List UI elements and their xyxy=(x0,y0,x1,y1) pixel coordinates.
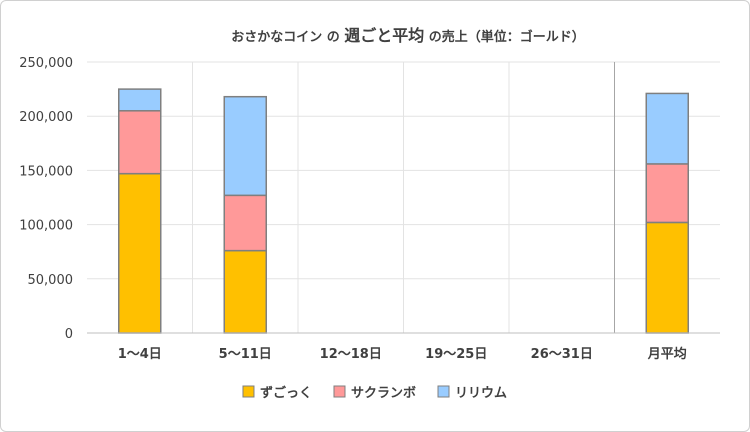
chart-title-prefix: おさかなコイン の xyxy=(231,30,344,45)
y-tick-label: 150,000 xyxy=(19,164,73,179)
chart-title-emphasis: 週ごと平均 xyxy=(344,26,424,45)
bar-segment-series-3 xyxy=(223,95,267,197)
y-tick-label: 0 xyxy=(65,327,73,342)
legend-swatch-series-1 xyxy=(242,385,255,398)
x-tick-label: 19～25日 xyxy=(425,347,487,362)
bar-segment-series-3 xyxy=(118,88,162,112)
y-tick-label: 50,000 xyxy=(28,273,74,288)
bar-segment-series-2 xyxy=(223,194,267,252)
axes: 0 50,000 100,000 150,000 200,000 250,000 1～4日 5… xyxy=(19,56,720,362)
x-tick-label: 1～4日 xyxy=(118,347,162,362)
legend-swatch-series-2 xyxy=(333,385,346,398)
y-tick-label: 200,000 xyxy=(19,110,73,125)
bar-segment-series-2 xyxy=(645,163,689,224)
chart-title: おさかなコイン の 週ごと平均 の売上（単位：ゴールド） xyxy=(231,26,585,45)
x-tick-label: 月平均 xyxy=(647,346,687,362)
bars xyxy=(118,88,689,334)
legend-label: サクランボ xyxy=(351,385,416,401)
legend: ずごっく サクランボ リリウム xyxy=(242,385,507,401)
bar-segment-series-1 xyxy=(223,249,267,334)
y-tick-label: 250,000 xyxy=(19,56,73,71)
bar-segment-series-3 xyxy=(645,92,689,165)
legend-label: ずごっく xyxy=(260,385,312,401)
x-tick-label: 12～18日 xyxy=(320,347,382,362)
chart-title-suffix: の売上（単位：ゴールド） xyxy=(424,29,585,45)
y-tick-label: 100,000 xyxy=(19,219,73,234)
bar-segment-series-2 xyxy=(118,110,162,175)
bar-segment-series-1 xyxy=(645,221,689,334)
legend-swatch-series-3 xyxy=(437,385,450,398)
x-tick-label: 26～31日 xyxy=(531,347,593,362)
bar-segment-series-1 xyxy=(118,172,162,334)
gridlines xyxy=(87,61,720,333)
x-tick-label: 5～11日 xyxy=(219,347,272,362)
legend-label: リリウム xyxy=(455,386,507,401)
